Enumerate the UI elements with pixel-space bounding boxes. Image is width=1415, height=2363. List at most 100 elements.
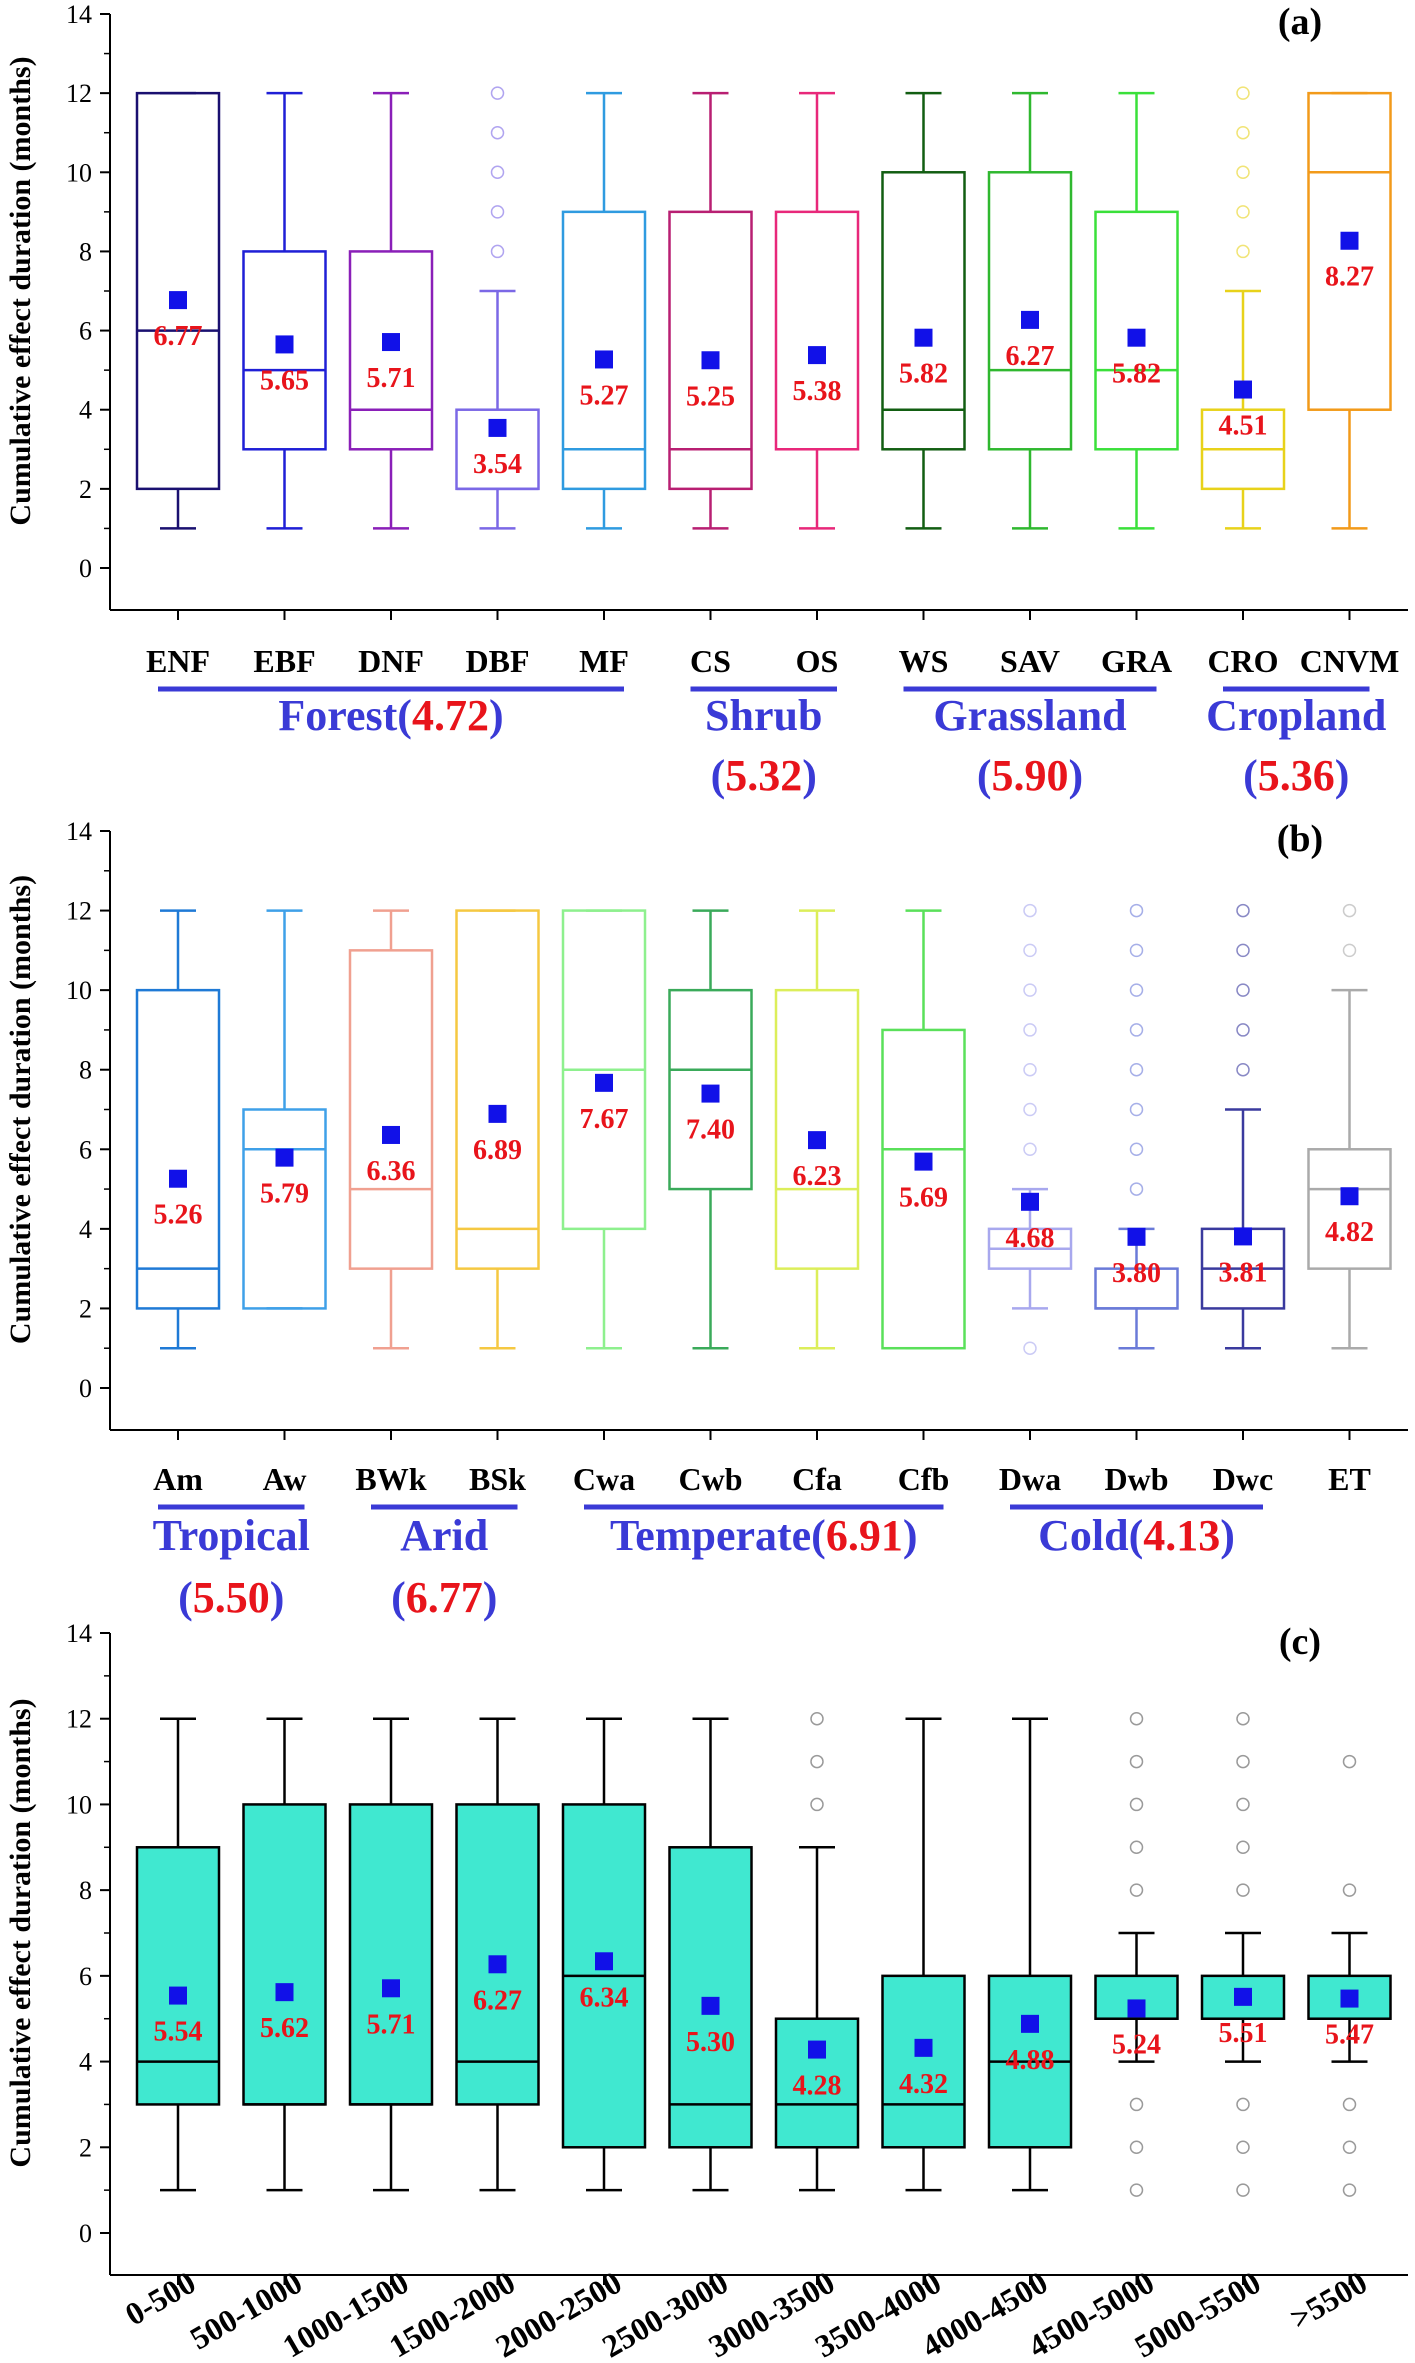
outlier-point (1236, 2140, 1250, 2155)
outlier-point (1129, 943, 1144, 958)
mean-label: 6.34 (580, 1982, 629, 2013)
outlier-point (1342, 2140, 1357, 2155)
y-tick-label: 2 (79, 475, 92, 504)
mean-marker (1127, 1999, 1146, 2018)
group-label: Cold(4.13) (1038, 1511, 1235, 1560)
mean-marker (1340, 1989, 1359, 2008)
group-name: Forest( (278, 691, 412, 740)
group-name: Grassland (933, 691, 1126, 740)
group-value: 5.90 (992, 751, 1069, 800)
y-tick-label: 12 (66, 79, 92, 108)
y-tick-label: 10 (66, 976, 92, 1005)
box-CRO: 4.51 CRO (1200, 86, 1286, 679)
box-WS: 5.82 WS (881, 91, 966, 679)
box-DBF: 3.54 DBF (455, 86, 540, 679)
group-forest: Forest(4.72) (158, 686, 624, 740)
group-value: 6.91 (826, 1511, 903, 1560)
x-category-label: Dwa (999, 1461, 1061, 1497)
x-category-label: OS (796, 643, 839, 679)
group-paren: ( (391, 1573, 406, 1622)
box-BWk: 6.36 BWk (348, 909, 434, 1497)
y-tick-label: 14 (66, 0, 92, 29)
iqr-box (774, 2017, 860, 2149)
y-tick-label: 0 (79, 2219, 92, 2248)
mean-marker (701, 1996, 720, 2015)
box-BSk: 6.89 BSk (455, 909, 540, 1497)
y-tick-label: 12 (66, 1705, 92, 1734)
mean-marker (1021, 1192, 1039, 1211)
group-cropland: Cropland (5.36) (1206, 686, 1386, 800)
panel-b: 0 2 4 6 8 10 12 14 Cumulative effect duration (m… (4, 817, 1408, 1622)
mean-marker (1234, 1987, 1252, 2006)
box-Cfa: 6.23 Cfa (774, 909, 860, 1497)
iqr-box (881, 171, 966, 451)
group-name: Temperate( (610, 1511, 826, 1560)
mean-label: 6.27 (473, 1985, 522, 2016)
mean-marker (808, 2040, 826, 2059)
mean-marker (382, 333, 400, 352)
group-paren: ) (270, 1573, 285, 1622)
x-category-label: Cfa (792, 1461, 842, 1497)
mean-marker (275, 1983, 294, 2002)
mean-marker (169, 291, 187, 310)
group-label: Temperate(6.91) (610, 1511, 918, 1560)
x-category-label: ET (1328, 1461, 1371, 1497)
mean-marker (1021, 2014, 1039, 2033)
mean-label: 6.36 (367, 1156, 416, 1187)
iqr-box (987, 171, 1073, 451)
group-name: Cropland (1206, 691, 1386, 740)
mean-label: 4.51 (1219, 411, 1268, 442)
outlier-point (1342, 2183, 1357, 2197)
mean-marker (701, 351, 720, 370)
iqr-box (348, 1803, 434, 2106)
group-value: 6.77 (406, 1573, 483, 1622)
outlier-point (1236, 125, 1250, 140)
iqr-box (668, 988, 753, 1191)
x-category-label: Dwc (1213, 1461, 1273, 1497)
outlier-point (1023, 1142, 1037, 1157)
mean-label: 6.27 (1006, 341, 1055, 372)
outlier-point (1236, 1062, 1250, 1077)
mean-label: 3.54 (473, 449, 522, 480)
outlier-point (1236, 205, 1250, 219)
iqr-box (881, 1974, 966, 2149)
group-value-label: (5.90) (977, 751, 1083, 800)
x-category-label: GRA (1101, 643, 1172, 679)
outlier-point (1129, 2097, 1144, 2112)
iqr-box (242, 1108, 327, 1310)
y-tick-label: 6 (79, 1135, 92, 1164)
y-tick-label: 4 (79, 1215, 92, 1244)
x-category-label: CNVM (1300, 643, 1400, 679)
outlier-point (1236, 903, 1250, 918)
outlier-point (1236, 1711, 1250, 1726)
iqr-box (881, 1028, 966, 1350)
panel-label: (b) (1277, 818, 1323, 860)
outlier-point (490, 205, 505, 219)
mean-marker (275, 335, 294, 354)
y-tick-label: 0 (79, 1374, 92, 1403)
group-value: 5.50 (193, 1573, 270, 1622)
y-tick-label: 14 (66, 817, 92, 846)
outlier-point (810, 1797, 824, 1812)
y-tick-label: 8 (79, 1876, 92, 1905)
group-value-label: (5.36) (1243, 751, 1349, 800)
outlier-point (490, 125, 505, 140)
group-paren: ( (1243, 751, 1258, 800)
mean-label: 5.47 (1325, 2020, 1374, 2051)
mean-label: 4.82 (1325, 1217, 1374, 1248)
outlier-point (1129, 2183, 1144, 2197)
mean-label: 3.80 (1112, 1258, 1161, 1289)
outlier-point (1129, 1023, 1144, 1037)
mean-marker (488, 1104, 507, 1123)
box-OS: 5.38 OS (774, 91, 860, 679)
group-paren: ) (1220, 1511, 1235, 1560)
box-ENF: 6.77 ENF (135, 91, 221, 679)
y-tick-label: 12 (66, 897, 92, 926)
mean-label: 5.79 (260, 1179, 309, 1210)
group-paren: ) (1335, 751, 1350, 800)
outlier-point (1236, 165, 1250, 180)
mean-marker (1234, 380, 1252, 399)
outlier-point (1023, 983, 1037, 997)
box-Aw: 5.79 Aw (242, 909, 327, 1497)
